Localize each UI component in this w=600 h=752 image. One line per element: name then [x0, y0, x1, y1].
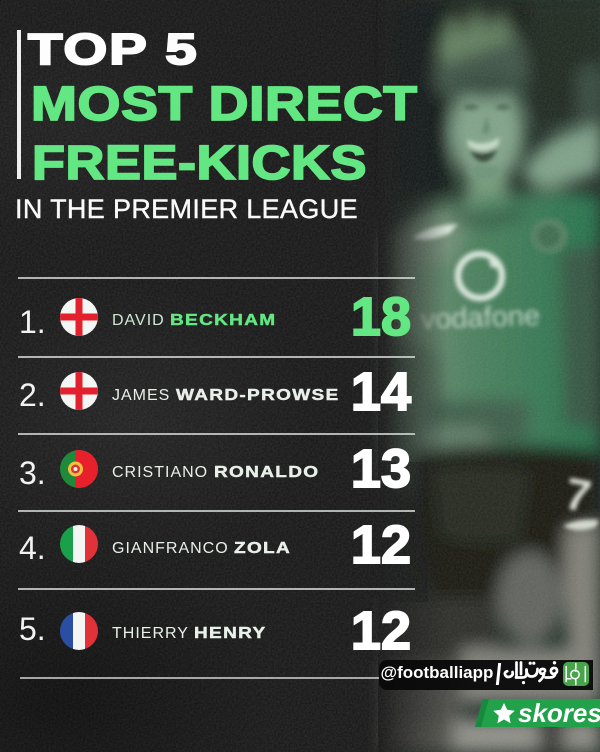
svg-text:skores: skores [518, 698, 600, 728]
